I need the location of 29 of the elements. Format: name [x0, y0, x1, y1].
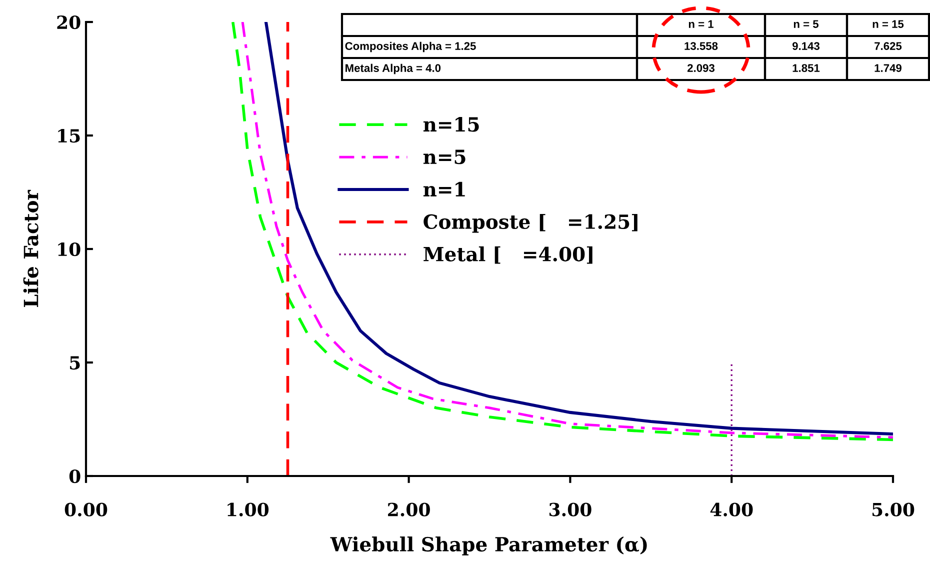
- x-tick-label: 0.00: [64, 502, 108, 516]
- x-tick-label: 2.00: [388, 502, 430, 516]
- annotation: n = 1: [688, 20, 714, 28]
- x-tick-label: 1.00: [228, 502, 269, 516]
- legend-label: n=1: [423, 182, 465, 196]
- legend-label: n=5: [423, 150, 466, 164]
- annotation: Metals Alpha = 4.0: [346, 64, 441, 74]
- annotation: 13.558: [684, 42, 718, 50]
- annotation: 1.749: [874, 64, 902, 72]
- y-tick-label: 0: [69, 469, 80, 484]
- y-tick-label: 5: [70, 356, 80, 370]
- annotation: 7.625: [874, 42, 902, 50]
- y-tick-label: 20: [57, 15, 80, 30]
- annotation: 9.143: [792, 42, 820, 50]
- x-tick-label: 3.00: [549, 502, 592, 516]
- x-axis-title: Wiebull Shape Parameter (α): [330, 536, 647, 556]
- legend-label: Metal [ =4.00]: [424, 246, 592, 264]
- annotation: n = 15: [872, 20, 904, 28]
- annotation: 2.093: [687, 64, 714, 72]
- y-tick-label: 15: [58, 128, 80, 143]
- annotation: 1.851: [792, 64, 820, 72]
- legend-label: n=15: [423, 117, 479, 132]
- y-axis-title: Life Factor: [23, 190, 38, 308]
- y-tick-label: 10: [58, 242, 80, 256]
- legend-label: Composte [ =1.25]: [424, 214, 638, 233]
- annotation: n = 5: [794, 20, 819, 28]
- annotation: Composites Alpha = 1.25: [345, 42, 476, 52]
- x-tick-label: 4.00: [710, 502, 753, 516]
- x-tick-label: 5.00: [872, 502, 914, 516]
